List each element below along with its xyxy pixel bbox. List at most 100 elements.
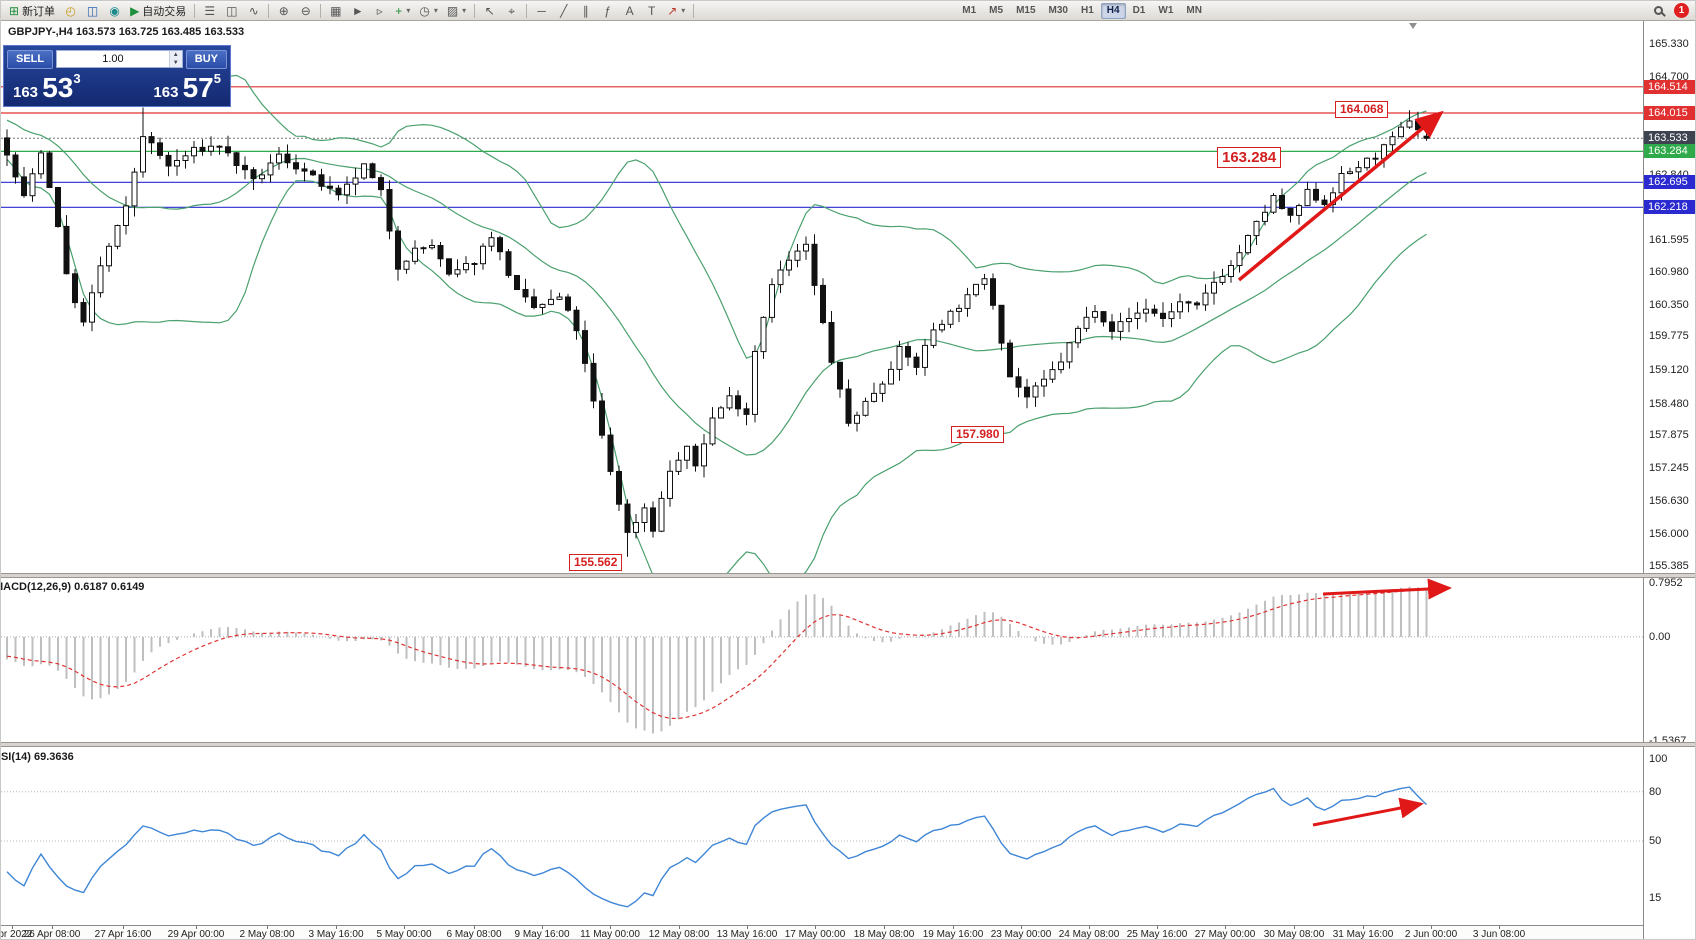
- time-axis-label: 18 May 08:00: [853, 929, 915, 940]
- time-axis-tick: [1363, 926, 1364, 929]
- timeframe-h1-button[interactable]: H1: [1075, 3, 1100, 19]
- zoom-out-button[interactable]: ⊖: [295, 2, 316, 20]
- new-order-button[interactable]: ⊞ 新订单: [5, 2, 59, 20]
- navigator-button[interactable]: ◉: [104, 2, 125, 20]
- data-window-button[interactable]: ◫: [82, 2, 103, 20]
- zoom-in-button[interactable]: ⊕: [273, 2, 294, 20]
- timeframe-w1-button[interactable]: W1: [1152, 3, 1179, 19]
- price-axis-tick: 160.350: [1649, 299, 1689, 312]
- timeframe-h4-button[interactable]: H4: [1100, 2, 1126, 19]
- market-watch-button[interactable]: ◴: [60, 2, 81, 20]
- one-click-trading-panel: SELL ▲▼ BUY 163 533 163 575: [3, 45, 231, 107]
- price-level-badge: 162.695: [1644, 175, 1695, 190]
- rsi-panel[interactable]: [1, 747, 1643, 925]
- price-axis[interactable]: 165.330164.700162.840161.595160.980160.3…: [1643, 21, 1695, 939]
- time-axis-tick: [1431, 926, 1432, 929]
- step-up-icon[interactable]: ▲: [169, 51, 182, 59]
- candlestick-chart-button[interactable]: ◫: [221, 2, 242, 20]
- search-button[interactable]: [1648, 2, 1669, 20]
- price-axis-tick: 159.120: [1649, 364, 1689, 376]
- time-axis-label: 2 Jun 00:00: [1404, 929, 1458, 940]
- time-axis-tick: [542, 926, 543, 929]
- auto-scroll-button[interactable]: ►: [347, 2, 368, 20]
- price-axis-tick: 156.630: [1649, 494, 1689, 507]
- volume-stepper[interactable]: ▲ ▼: [168, 51, 182, 67]
- timeframe-mn-button[interactable]: MN: [1180, 3, 1208, 19]
- time-axis-tick: [267, 926, 268, 929]
- line-chart-button[interactable]: ∿: [243, 2, 264, 20]
- macd-panel[interactable]: [1, 578, 1643, 742]
- rsi-axis-label: 100: [1649, 753, 1668, 765]
- timeframe-m15-button[interactable]: M15: [1010, 3, 1041, 19]
- tile-windows-button[interactable]: ▦: [325, 2, 346, 20]
- timeframe-m5-button[interactable]: M5: [983, 3, 1009, 19]
- symbol-period-label: GBPJPY-,H4: [8, 26, 73, 38]
- arrow-object-icon: ↗: [667, 3, 678, 18]
- fibonacci-tool-button[interactable]: ƒ: [597, 2, 618, 20]
- trend-arrow[interactable]: [1322, 578, 1452, 600]
- auto-trading-icon: ▶: [130, 3, 140, 18]
- text-label-tool-button[interactable]: T: [641, 2, 662, 20]
- price-level-badge: 162.218: [1644, 200, 1695, 215]
- crosshair-tool-button[interactable]: ⌖: [501, 2, 522, 20]
- step-down-icon[interactable]: ▼: [169, 59, 182, 67]
- rsi-axis-label: 50: [1649, 835, 1662, 847]
- periods-button[interactable]: ◷ ▾: [415, 2, 442, 20]
- time-axis-tick: [1021, 926, 1022, 929]
- price-annotation[interactable]: 157.980: [951, 426, 1005, 443]
- candles: [4, 107, 1430, 557]
- time-axis-tick: [404, 926, 405, 929]
- volume-input[interactable]: [57, 53, 169, 65]
- indicators-button[interactable]: + ▾: [391, 2, 414, 20]
- price-axis-tick: 159.775: [1649, 329, 1689, 342]
- chart-shift-button[interactable]: ▹: [369, 2, 390, 20]
- channel-tool-button[interactable]: ∥: [575, 2, 596, 20]
- templates-button[interactable]: ▨ ▾: [443, 2, 470, 20]
- horizontal-line-tool-button[interactable]: ─: [531, 2, 552, 20]
- main-toolbar: ⊞ 新订单 ◴ ◫ ◉ ▶ 自动交易 ☰ ◫ ∿ ⊕ ⊖ ▦ ► ▹ + ▾ ◷ ▾…: [1, 1, 1695, 21]
- time-axis-tick: [815, 926, 816, 929]
- bid-big-digits: 53: [42, 72, 74, 103]
- fibonacci-icon: ƒ: [604, 3, 612, 18]
- time-axis-label: 12 May 08:00: [648, 929, 710, 940]
- time-axis-tick: [52, 926, 53, 929]
- toolbar-separator: [268, 3, 270, 18]
- trend-arrow[interactable]: [1237, 110, 1444, 282]
- buy-button[interactable]: BUY: [185, 49, 227, 69]
- price-chart-canvas[interactable]: [1, 21, 1643, 573]
- arrows-tool-button[interactable]: ↗ ▾: [663, 2, 689, 20]
- notification-badge[interactable]: 1: [1674, 3, 1689, 18]
- text-tool-button[interactable]: A: [619, 2, 640, 20]
- trendline-icon: ╱: [560, 3, 568, 18]
- template-icon: ▨: [446, 3, 459, 18]
- trendline-tool-button[interactable]: ╱: [553, 2, 574, 20]
- panel-splitter[interactable]: [1, 573, 1695, 578]
- tile-windows-icon: ▦: [330, 3, 342, 18]
- time-axis-label: 13 May 16:00: [716, 929, 778, 940]
- timeframe-m1-button[interactable]: M1: [956, 3, 982, 19]
- sell-button[interactable]: SELL: [7, 49, 54, 69]
- cursor-icon: ↖: [484, 3, 495, 18]
- timeframe-d1-button[interactable]: D1: [1127, 3, 1152, 19]
- toolbar-separator: [320, 3, 322, 18]
- cursor-tool-button[interactable]: ↖: [479, 2, 500, 20]
- time-axis-tick: [953, 926, 954, 929]
- price-annotation[interactable]: 155.562: [569, 554, 623, 571]
- rsi-axis-label: 80: [1649, 785, 1662, 798]
- bid-pipette: 3: [73, 71, 81, 86]
- trend-arrow[interactable]: [1312, 797, 1424, 827]
- new-order-icon: ⊞: [9, 3, 20, 18]
- price-level-badge: 164.015: [1644, 106, 1695, 120]
- ask-price: 163 575: [153, 71, 221, 103]
- auto-trading-button[interactable]: ▶ 自动交易: [126, 2, 190, 20]
- chart-shift-icon: ▹: [376, 3, 383, 18]
- price-annotation[interactable]: 164.068: [1335, 101, 1389, 118]
- panel-splitter[interactable]: [1, 742, 1695, 747]
- time-axis-label: 24 May 08:00: [1058, 929, 1120, 940]
- bar-chart-button[interactable]: ☰: [199, 2, 220, 20]
- timeframe-m30-button[interactable]: M30: [1043, 3, 1074, 19]
- auto-scroll-icon: ►: [351, 3, 364, 18]
- macd-axis-label: 0.00: [1649, 630, 1671, 643]
- price-annotation[interactable]: 163.284: [1217, 147, 1282, 168]
